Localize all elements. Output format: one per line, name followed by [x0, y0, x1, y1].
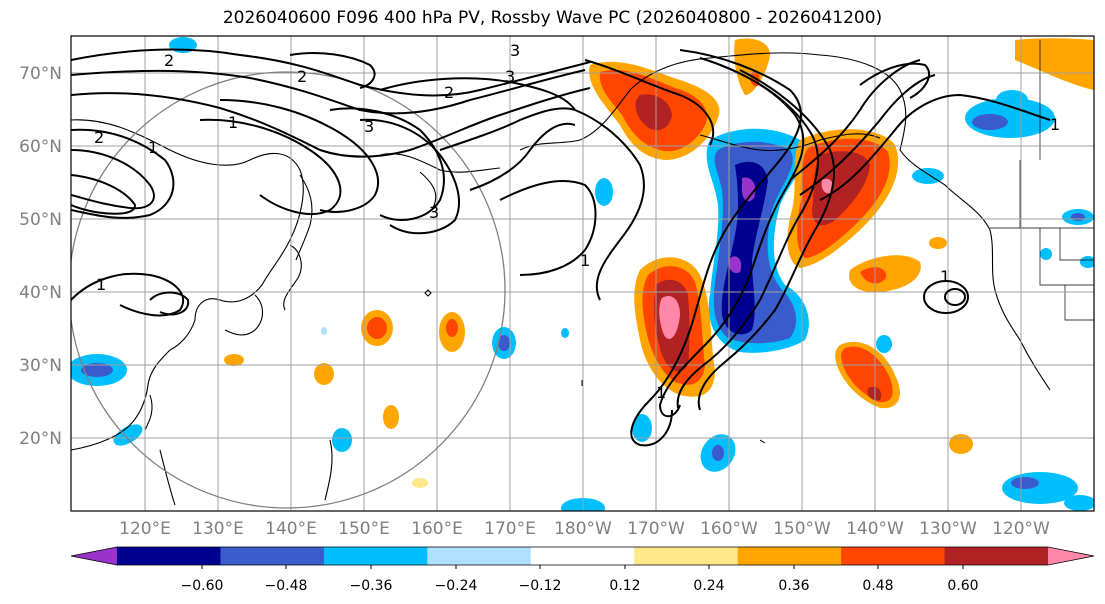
lat-label: 70°N — [19, 64, 62, 84]
contour-label: 1 — [1050, 115, 1060, 134]
contour-label: 1 — [148, 138, 158, 157]
colorbar-tick-label: −0.12 — [519, 578, 562, 594]
colorbar-segment — [634, 547, 739, 565]
lon-label: 150°E — [338, 519, 390, 539]
lon-label: 150°W — [773, 519, 831, 539]
colorbar-outline — [70, 546, 1095, 566]
lon-label: 180°W — [554, 519, 612, 539]
contour-label: 2 — [297, 67, 307, 86]
colorbar-tick-label: −0.60 — [181, 578, 224, 594]
colorbar-segment — [427, 547, 532, 565]
colorbar-tick-label: −0.24 — [435, 578, 478, 594]
colorbar-extend-min — [71, 547, 117, 565]
pv-contours — [71, 48, 1051, 447]
colorbar-tick-label: 0.48 — [862, 578, 893, 594]
colorbar-tick-label: 0.60 — [947, 578, 978, 594]
colorbar-segment — [737, 547, 842, 565]
colorbar-tick-label: −0.48 — [265, 578, 308, 594]
lon-label: 120°E — [119, 519, 171, 539]
lon-label: 140°E — [265, 519, 317, 539]
contour-label: 1 — [96, 275, 106, 294]
colorbar-tick-label: 0.36 — [778, 578, 809, 594]
lon-label: 140°W — [846, 519, 904, 539]
lat-label: 40°N — [19, 283, 62, 303]
map-frame — [70, 35, 1095, 512]
contour-label-group: 3 2 2 3 1 2 1 2 3 1 3 1 1 1 1 — [94, 41, 1060, 402]
lon-label: 170°W — [627, 519, 685, 539]
islands — [424, 289, 766, 444]
longitude-labels: 120°E 130°E 140°E 150°E 160°E 170°E 180°… — [119, 519, 1050, 539]
colorbar-segment — [323, 547, 428, 565]
colorbar-segment — [117, 547, 221, 565]
lat-label: 50°N — [19, 210, 62, 230]
latitude-labels: 70°N 60°N 50°N 40°N 30°N 20°N — [19, 64, 62, 449]
colorbar-segment — [944, 547, 1049, 565]
reference-circle — [71, 71, 506, 509]
contour-label: 3 — [429, 203, 439, 222]
lon-label: 160°E — [411, 519, 463, 539]
contour-label: 1 — [228, 113, 238, 132]
lat-label: 20°N — [19, 429, 62, 449]
lon-label: 130°W — [919, 519, 977, 539]
contour-label: 1 — [656, 383, 666, 402]
contour-label: 1 — [580, 251, 590, 270]
contour-label: 2 — [444, 83, 454, 102]
contour-label: 1 — [940, 267, 950, 286]
contour-label: 3 — [364, 117, 374, 136]
lon-label: 130°E — [192, 519, 244, 539]
colorbar-segment — [220, 547, 325, 565]
colorbar — [70, 546, 1095, 569]
colorbar-tick-label: 0.24 — [693, 578, 724, 594]
colorbar-segment — [841, 547, 946, 565]
lat-label: 30°N — [19, 356, 62, 376]
contour-label: 2 — [94, 128, 104, 147]
borders — [990, 40, 1094, 321]
contour-label: 3 — [505, 67, 515, 86]
coastlines — [71, 52, 1051, 506]
lon-label: 170°E — [484, 519, 536, 539]
colorbar-extend-max — [1048, 547, 1094, 565]
lon-label: 160°W — [700, 519, 758, 539]
contour-label: 3 — [510, 41, 520, 60]
colorbar-tick-label: 0.12 — [609, 578, 640, 594]
colorbar-segment — [530, 547, 635, 565]
colorbar-tick-label: −0.36 — [350, 578, 393, 594]
page-title: 2026040600 F096 400 hPa PV, Rossby Wave … — [222, 8, 883, 28]
contour-label: 2 — [164, 51, 174, 70]
lat-label: 60°N — [19, 137, 62, 157]
lon-label: 120°W — [992, 519, 1050, 539]
colorbar-ticks: −0.60 −0.48 −0.36 −0.24 −0.12 0.12 0.24 … — [181, 578, 979, 594]
